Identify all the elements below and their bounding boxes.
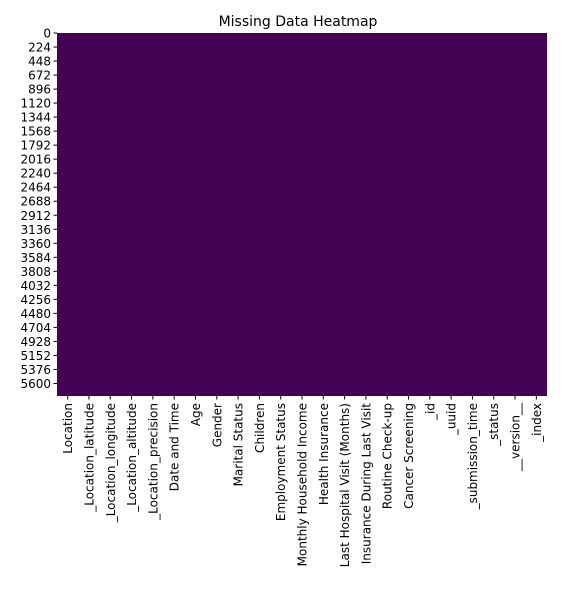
y-tick-label: 4928 (20, 335, 51, 349)
y-tick-label: 1792 (20, 139, 51, 153)
y-tick-label: 2912 (20, 209, 51, 223)
x-tick-label: Cancer Screening (402, 403, 416, 509)
x-tick-label: Health Insurance (317, 403, 331, 505)
y-axis: 0224448672896112013441568179220162240246… (20, 27, 57, 391)
y-tick-label: 5600 (20, 377, 51, 391)
y-tick-label: 2688 (20, 195, 51, 209)
chart-title: Missing Data Heatmap (219, 14, 378, 30)
x-tick-label: _Location_precision (146, 403, 160, 521)
x-tick-label: Insurance During Last Visit (359, 403, 373, 565)
x-tick-label: Location (61, 403, 75, 454)
x-tick-label: _Location_latitude (82, 403, 96, 513)
y-tick-label: 4032 (20, 279, 51, 293)
x-tick-label: Age (189, 403, 203, 426)
x-tick-label: Employment Status (274, 403, 288, 521)
y-tick-label: 5152 (20, 349, 51, 363)
y-tick-label: 2016 (20, 153, 51, 167)
x-tick-label: __version__ (509, 402, 523, 472)
y-tick-label: 0 (43, 27, 51, 41)
y-tick-label: 448 (28, 55, 51, 69)
x-tick-label: Monthly Household Income (296, 403, 310, 566)
y-tick-label: 896 (28, 83, 51, 97)
x-tick-label: _index (530, 403, 544, 443)
y-tick-label: 672 (28, 69, 51, 83)
x-tick-label: Gender (210, 403, 224, 447)
y-tick-label: 2240 (20, 167, 51, 181)
y-tick-label: 2464 (20, 181, 51, 195)
x-tick-label: Children (253, 403, 267, 453)
x-tick-label: _uuid (445, 403, 459, 436)
y-tick-label: 3584 (20, 251, 51, 265)
x-tick-label: Last Hospital Visit (Months) (338, 403, 352, 567)
x-tick-label: Date and Time (168, 403, 182, 491)
y-tick-label: 4480 (20, 307, 51, 321)
y-tick-label: 1120 (20, 97, 51, 111)
y-tick-label: 3808 (20, 265, 51, 279)
y-tick-label: 5376 (20, 363, 51, 377)
y-tick-label: 1344 (20, 111, 51, 125)
x-tick-label: _Location_longitude (104, 403, 118, 523)
x-tick-label: _submission_time (466, 403, 480, 510)
y-tick-label: 4256 (20, 293, 51, 307)
y-tick-label: 3136 (20, 223, 51, 237)
x-tick-label: _id (423, 403, 437, 421)
heatmap-cells (57, 33, 547, 396)
x-tick-label: _Location_altitude (125, 403, 139, 513)
y-tick-label: 224 (28, 41, 51, 55)
x-axis: Location _Location_latitude _Location_long… (61, 396, 544, 567)
y-tick-label: 3360 (20, 237, 51, 251)
y-tick-label: 4704 (20, 321, 51, 335)
x-tick-label: Routine Check-up (381, 403, 395, 509)
x-tick-label: _status (487, 403, 501, 447)
x-tick-label: Marital Status (232, 403, 246, 486)
y-tick-label: 1568 (20, 125, 51, 139)
